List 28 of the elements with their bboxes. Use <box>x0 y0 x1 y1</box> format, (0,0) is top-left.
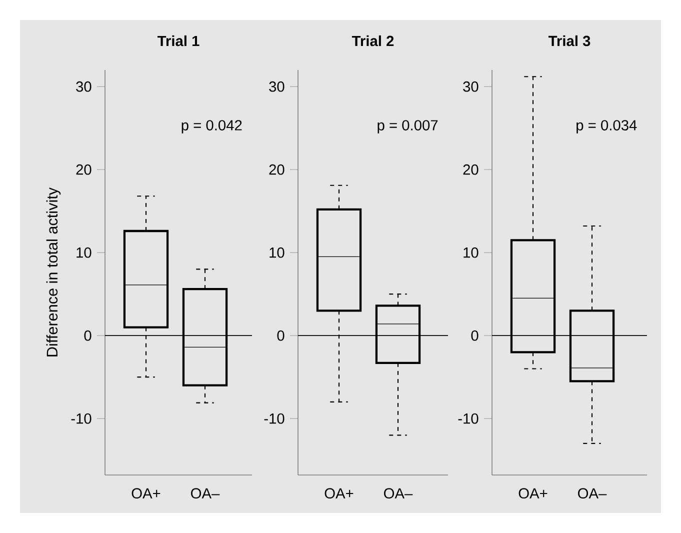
y-tick-label: -10 <box>71 413 92 424</box>
x-tick-label: OA– <box>191 488 220 499</box>
chart-title: Trial 2 <box>352 35 394 46</box>
annotation: p = 0.034 <box>576 120 637 134</box>
x-tick-label: OA+ <box>518 488 548 499</box>
x-tick-label: OA+ <box>324 488 354 499</box>
x-tick-label: OA– <box>578 488 607 499</box>
y-tick-label: 0 <box>277 330 284 341</box>
y-tick-label: 30 <box>463 81 478 92</box>
annotation: p = 0.007 <box>378 120 438 134</box>
x-tick-label: OA+ <box>132 488 160 499</box>
y-tick-label: 30 <box>269 81 284 92</box>
y-tick-label: -10 <box>458 413 478 424</box>
y-tick-label: 30 <box>76 81 92 92</box>
chart-title: Trial 1 <box>157 35 200 46</box>
y-tick-label: 20 <box>269 164 284 175</box>
y-tick-label: 10 <box>464 247 478 258</box>
y-tick-label: 20 <box>76 164 92 175</box>
y-tick-label: 0 <box>84 330 92 341</box>
y-tick-label: 0 <box>471 330 478 341</box>
y-tick-label: 10 <box>76 247 92 258</box>
y-tick-label: -10 <box>264 413 284 424</box>
annotation: p = 0.042 <box>182 120 242 134</box>
chart-title: Trial 3 <box>548 35 590 46</box>
y-axis-title: Difference in total activity <box>46 187 61 356</box>
x-tick-label: OA– <box>384 488 413 499</box>
y-tick-label: 20 <box>463 164 478 175</box>
y-tick-label: 10 <box>270 247 284 258</box>
